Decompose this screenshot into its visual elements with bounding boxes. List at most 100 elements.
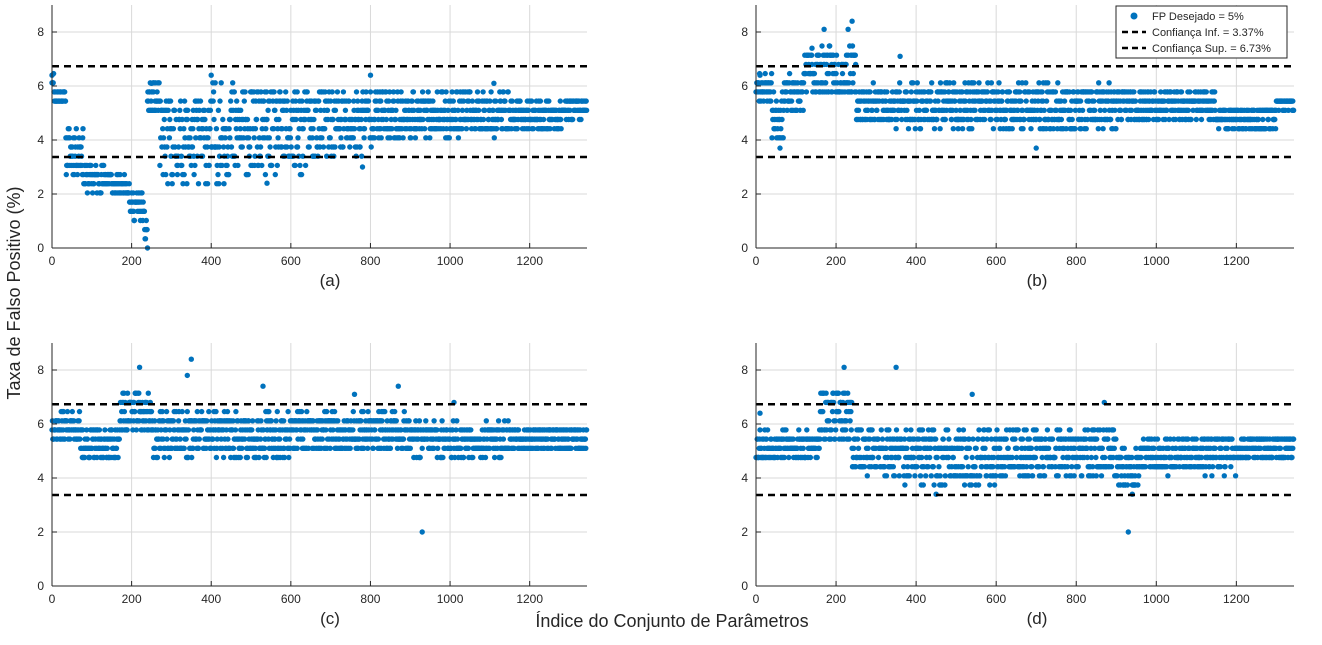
data-point	[1034, 427, 1039, 432]
data-point	[181, 126, 186, 131]
data-point	[137, 365, 142, 370]
data-point	[266, 409, 271, 414]
data-point	[870, 455, 875, 460]
data-point	[320, 436, 325, 441]
data-point	[155, 455, 160, 460]
data-point	[1068, 427, 1073, 432]
data-point	[1152, 89, 1157, 94]
data-point	[396, 384, 401, 389]
data-point	[427, 135, 432, 140]
data-point	[139, 190, 144, 195]
data-point	[272, 108, 277, 113]
data-point	[757, 427, 762, 432]
data-point	[252, 135, 257, 140]
data-point	[502, 98, 507, 103]
data-point	[1003, 473, 1008, 478]
data-point	[51, 80, 56, 85]
data-point	[358, 418, 363, 423]
data-point	[213, 80, 218, 85]
data-point	[488, 89, 493, 94]
data-point	[211, 117, 216, 122]
data-point	[209, 73, 214, 78]
data-point	[920, 427, 925, 432]
data-point	[815, 455, 820, 460]
data-point	[392, 409, 397, 414]
data-point	[289, 144, 294, 149]
data-point	[558, 98, 563, 103]
data-point	[74, 126, 79, 131]
data-point	[286, 455, 291, 460]
data-point	[836, 409, 841, 414]
data-point	[928, 89, 933, 94]
data-point	[1260, 117, 1265, 122]
data-point	[1076, 464, 1081, 469]
data-point	[378, 98, 383, 103]
data-point	[338, 135, 343, 140]
x-tick-label: 200	[122, 254, 142, 268]
data-point	[422, 126, 427, 131]
data-point	[935, 455, 940, 460]
data-point	[498, 455, 503, 460]
data-point	[1273, 126, 1278, 131]
data-point	[1113, 126, 1118, 131]
data-point	[896, 455, 901, 460]
data-point	[185, 373, 190, 378]
data-point	[789, 98, 794, 103]
data-point	[321, 144, 326, 149]
data-point	[1044, 98, 1049, 103]
data-point	[325, 108, 330, 113]
data-point	[847, 436, 852, 441]
data-point	[1080, 108, 1085, 113]
data-point	[435, 446, 440, 451]
data-point	[379, 418, 384, 423]
scatter-points	[49, 357, 589, 535]
data-point	[207, 126, 212, 131]
data-point	[1057, 427, 1062, 432]
data-point	[220, 117, 225, 122]
data-point	[216, 181, 221, 186]
data-point	[475, 89, 480, 94]
data-point	[951, 126, 956, 131]
y-tick-label: 2	[37, 187, 44, 201]
data-point	[936, 464, 941, 469]
data-point	[903, 427, 908, 432]
data-point	[886, 427, 891, 432]
data-point	[476, 108, 481, 113]
data-point	[170, 181, 175, 186]
data-point	[295, 89, 300, 94]
panel-label: (a)	[320, 271, 341, 290]
data-point	[332, 144, 337, 149]
data-point	[191, 172, 196, 177]
data-point	[976, 80, 981, 85]
data-point	[269, 418, 274, 423]
data-point	[276, 117, 281, 122]
data-point	[125, 391, 130, 396]
data-point	[827, 43, 832, 48]
data-point	[1016, 427, 1021, 432]
data-point	[904, 108, 909, 113]
data-point	[783, 427, 788, 432]
data-point	[945, 427, 950, 432]
data-point	[182, 98, 187, 103]
data-point	[834, 53, 839, 58]
data-point	[178, 436, 183, 441]
data-point	[768, 98, 773, 103]
data-point	[185, 108, 190, 113]
data-point	[172, 108, 177, 113]
data-point	[221, 181, 226, 186]
data-point	[584, 108, 589, 113]
data-point	[260, 384, 265, 389]
data-point	[991, 126, 996, 131]
data-point	[242, 89, 247, 94]
data-point	[845, 27, 850, 32]
data-point	[932, 126, 937, 131]
x-tick-label: 1200	[516, 592, 543, 606]
data-point	[301, 126, 306, 131]
data-point	[206, 409, 211, 414]
data-point	[258, 418, 263, 423]
data-point	[277, 436, 282, 441]
data-point	[1290, 98, 1295, 103]
data-point	[1133, 98, 1138, 103]
data-point	[235, 163, 240, 168]
